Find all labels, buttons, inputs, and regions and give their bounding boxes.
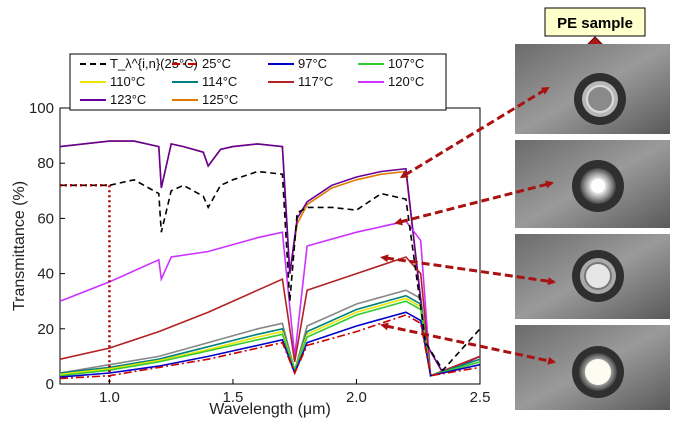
x-tick-label: 1.0 (99, 389, 120, 406)
pe-sample-label-box (544, 7, 646, 37)
series-line-9 (60, 140, 480, 375)
legend-label: T_λ^{i,n}(25°C) (110, 56, 198, 71)
arrow-to-photo-3 (380, 254, 556, 286)
legend-label: 110°C (110, 74, 145, 89)
arrow-to-photo-2 (394, 180, 554, 226)
x-tick-label: 1.5 (223, 389, 244, 406)
series-line-8 (60, 140, 480, 375)
legend-label: 123°C (110, 92, 146, 107)
legend-label: 107°C (388, 56, 424, 71)
series-layer (60, 140, 480, 380)
tick-layer: 1.0 1.5 2.0 2.5 0 20 40 60 80 100 (29, 100, 490, 406)
sample-photo-4 (515, 325, 670, 410)
y-tick-label: 60 (37, 210, 54, 227)
x-tick-label: 2.5 (470, 389, 491, 406)
y-tick-label: 80 (37, 155, 54, 172)
sample-photo-2 (515, 140, 670, 228)
pe-sample-label: PE sample (557, 15, 633, 32)
legend-label: 120°C (388, 74, 424, 89)
y-tick-label: 40 (37, 266, 54, 283)
series-line-7 (60, 220, 480, 377)
legend-label: 125°C (202, 92, 238, 107)
y-tick-label: 0 (46, 376, 54, 393)
reference-marker (60, 184, 111, 384)
arrow-to-photo-4 (380, 322, 556, 365)
legend-label: 117°C (298, 74, 333, 89)
arrow-to-photo-1 (399, 86, 550, 179)
x-axis-title: Wavelength (μm) (209, 401, 331, 418)
legend-label: 25°C (202, 56, 231, 71)
legend-label: 114°C (202, 74, 237, 89)
x-tick-label: 2.0 (346, 389, 367, 406)
sample-photo-3 (515, 234, 670, 319)
y-tick-label: 20 (37, 321, 54, 338)
y-axis-title: Transmittance (%) (11, 181, 28, 311)
legend: T_λ^{i,n}(25°C) 25°C 97°C 107°C 110°C 114°C 11… (69, 53, 447, 111)
sample-photo-1 (515, 44, 670, 134)
photo-panel: PE sample (380, 7, 670, 410)
y-tick-label: 100 (29, 100, 54, 117)
legend-label: 97°C (298, 56, 327, 71)
series-line-1 (60, 314, 480, 380)
